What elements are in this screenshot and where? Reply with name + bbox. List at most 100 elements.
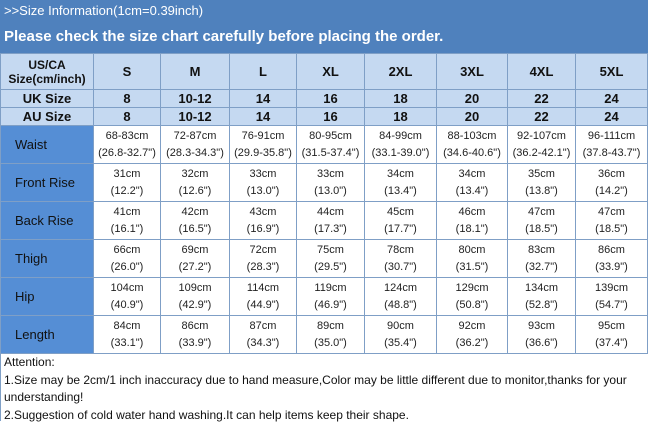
size-header-cell: 2XL bbox=[365, 54, 437, 90]
cm-value: 66cm bbox=[94, 242, 160, 259]
inch-value: (52.8") bbox=[508, 297, 575, 314]
cm-value: 83cm bbox=[508, 242, 575, 259]
inch-value: (29.5") bbox=[297, 259, 364, 276]
inch-value: (54.7") bbox=[576, 297, 647, 314]
cm-value: 124cm bbox=[365, 280, 436, 297]
au-size-cell: 24 bbox=[576, 108, 648, 126]
inch-value: (17.3") bbox=[297, 221, 364, 238]
measurement-cell: 80cm(31.5") bbox=[437, 240, 508, 278]
inch-value: (18.5") bbox=[576, 221, 647, 238]
cm-value: 33cm bbox=[297, 166, 364, 183]
cm-value: 32cm bbox=[161, 166, 229, 183]
measurement-cell: 119cm(46.9") bbox=[297, 278, 365, 316]
inch-value: (13.4") bbox=[437, 183, 507, 200]
measurement-cell: 43cm(16.9") bbox=[230, 202, 297, 240]
measurement-cell: 44cm(17.3") bbox=[297, 202, 365, 240]
cm-value: 72-87cm bbox=[161, 128, 229, 145]
measurement-cell: 124cm(48.8") bbox=[365, 278, 437, 316]
measurement-cell: 87cm(34.3") bbox=[230, 316, 297, 354]
measurement-cell: 90cm(35.4") bbox=[365, 316, 437, 354]
au-size-cell: 18 bbox=[365, 108, 437, 126]
cm-value: 80cm bbox=[437, 242, 507, 259]
cm-value: 68-83cm bbox=[94, 128, 160, 145]
measurement-cell: 86cm(33.9") bbox=[161, 316, 230, 354]
measurement-label: Hip bbox=[1, 278, 94, 316]
cm-value: 46cm bbox=[437, 204, 507, 221]
cm-value: 47cm bbox=[576, 204, 647, 221]
cm-value: 84-99cm bbox=[365, 128, 436, 145]
uk-size-cell: 10-12 bbox=[161, 90, 230, 108]
inch-value: (33.9") bbox=[576, 259, 647, 276]
cm-value: 134cm bbox=[508, 280, 575, 297]
size-header-cell: 3XL bbox=[437, 54, 508, 90]
corner-label-2: Size(cm/inch) bbox=[1, 72, 93, 86]
inch-value: (44.9") bbox=[230, 297, 296, 314]
inch-value: (50.8") bbox=[437, 297, 507, 314]
measurement-cell: 78cm(30.7") bbox=[365, 240, 437, 278]
cm-value: 76-91cm bbox=[230, 128, 296, 145]
inch-value: (46.9") bbox=[297, 297, 364, 314]
cm-value: 119cm bbox=[297, 280, 364, 297]
uk-size-cell: 24 bbox=[576, 90, 648, 108]
attention-line-1: 1.Size may be 2cm/1 inch inaccuracy due … bbox=[4, 372, 646, 407]
cm-value: 41cm bbox=[94, 204, 160, 221]
measurement-cell: 129cm(50.8") bbox=[437, 278, 508, 316]
inch-value: (12.2") bbox=[94, 183, 160, 200]
inch-value: (17.7") bbox=[365, 221, 436, 238]
cm-value: 104cm bbox=[94, 280, 160, 297]
inch-value: (37.4") bbox=[576, 335, 647, 352]
attention-title: Attention: bbox=[4, 354, 646, 372]
inch-value: (26.8-32.7") bbox=[94, 145, 160, 162]
inch-value: (36.2-42.1") bbox=[508, 145, 575, 162]
measurement-label: Front Rise bbox=[1, 164, 94, 202]
measurement-label: Length bbox=[1, 316, 94, 354]
inch-value: (18.5") bbox=[508, 221, 575, 238]
measurement-cell: 92-107cm(36.2-42.1") bbox=[508, 126, 576, 164]
size-header-cell: 5XL bbox=[576, 54, 648, 90]
measurement-cell: 139cm(54.7") bbox=[576, 278, 648, 316]
cm-value: 90cm bbox=[365, 318, 436, 335]
inch-value: (40.9") bbox=[94, 297, 160, 314]
cm-value: 92-107cm bbox=[508, 128, 575, 145]
inch-value: (27.2") bbox=[161, 259, 229, 276]
inch-value: (33.9") bbox=[161, 335, 229, 352]
measurement-cell: 83cm(32.7") bbox=[508, 240, 576, 278]
size-chart-notice: Please check the size chart carefully be… bbox=[4, 28, 443, 45]
au-size-cell: 22 bbox=[508, 108, 576, 126]
cm-value: 72cm bbox=[230, 242, 296, 259]
measurement-cell: 35cm(13.8") bbox=[508, 164, 576, 202]
measurement-cell: 80-95cm(31.5-37.4") bbox=[297, 126, 365, 164]
au-size-cell: 8 bbox=[94, 108, 161, 126]
measurement-label: Back Rise bbox=[1, 202, 94, 240]
cm-value: 69cm bbox=[161, 242, 229, 259]
inch-value: (28.3-34.3") bbox=[161, 145, 229, 162]
measurement-cell: 76-91cm(29.9-35.8") bbox=[230, 126, 297, 164]
inch-value: (35.4") bbox=[365, 335, 436, 352]
au-size-label: AU Size bbox=[1, 108, 94, 126]
au-size-cell: 16 bbox=[297, 108, 365, 126]
cm-value: 96-111cm bbox=[576, 128, 647, 145]
inch-value: (31.5") bbox=[437, 259, 507, 276]
measurement-cell: 95cm(37.4") bbox=[576, 316, 648, 354]
inch-value: (32.7") bbox=[508, 259, 575, 276]
cm-value: 44cm bbox=[297, 204, 364, 221]
size-header-cell: XL bbox=[297, 54, 365, 90]
cm-value: 129cm bbox=[437, 280, 507, 297]
cm-value: 33cm bbox=[230, 166, 296, 183]
uk-size-cell: 22 bbox=[508, 90, 576, 108]
au-size-cell: 14 bbox=[230, 108, 297, 126]
uk-size-cell: 16 bbox=[297, 90, 365, 108]
measurement-cell: 68-83cm(26.8-32.7") bbox=[94, 126, 161, 164]
cm-value: 43cm bbox=[230, 204, 296, 221]
cm-value: 80-95cm bbox=[297, 128, 364, 145]
cm-value: 34cm bbox=[365, 166, 436, 183]
measurement-cell: 69cm(27.2") bbox=[161, 240, 230, 278]
measurement-cell: 31cm(12.2") bbox=[94, 164, 161, 202]
size-info-banner: >>Size Information(1cm=0.39inch) Please … bbox=[0, 0, 648, 53]
inch-value: (12.6") bbox=[161, 183, 229, 200]
